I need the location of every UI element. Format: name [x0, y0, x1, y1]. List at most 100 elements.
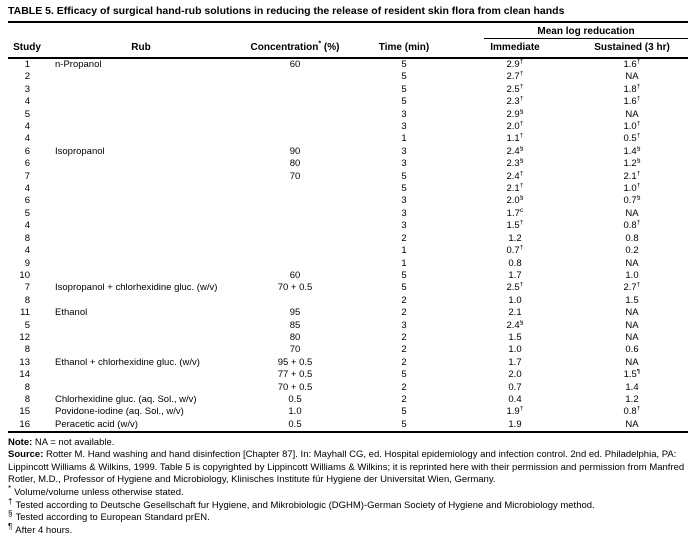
cell-concentration	[236, 258, 354, 270]
cell-study: 6	[24, 145, 30, 157]
note-text: NA = not available.	[34, 437, 115, 449]
cell-sustained: NA	[625, 331, 639, 343]
cell-sustained: 0.8†	[623, 406, 641, 418]
cell-sustained: 0.8	[625, 232, 639, 244]
cell-sustained: 2.1†	[623, 170, 641, 182]
cell-study: 8	[24, 393, 30, 405]
table-row: 2 5 2.7† NA	[8, 71, 688, 83]
cell-rub: Isopropanol	[55, 145, 105, 157]
cell-sustained: 1.0†	[623, 183, 641, 195]
cell-study: 4	[24, 220, 30, 232]
cell-immediate: 2.5†	[506, 83, 524, 95]
cell-immediate: 2.4§	[506, 145, 524, 157]
cell-study: 4	[24, 121, 30, 133]
cell-study: 4	[24, 133, 30, 145]
cell-concentration: 70	[289, 170, 301, 182]
table-row: 9 1 0.8 NA	[8, 258, 688, 270]
cell-concentration: 77 + 0.5	[277, 369, 313, 381]
footnote-text: Tested according to Deutsche Gesellschaf…	[15, 499, 595, 511]
cell-rub	[46, 71, 236, 83]
cell-immediate: 0.7†	[506, 245, 524, 257]
table-row: 4 5 2.1† 1.0†	[8, 183, 688, 195]
footnote-marker: §	[519, 108, 524, 115]
table-row: 8 70 + 0.5 2 0.7 1.4	[8, 382, 688, 394]
cell-study: 5	[24, 108, 30, 120]
cell-rub: Ethanol + chlorhexidine gluc. (w/v)	[55, 356, 200, 368]
cell-concentration: 70 + 0.5	[277, 381, 313, 393]
cell-immediate: 2.0§	[506, 195, 524, 207]
column-header-immediate: Immediate	[454, 39, 576, 59]
cell-immediate: 2.0†	[506, 121, 524, 133]
table-footer: Note: NA = not available. Source: Rotter…	[8, 433, 688, 537]
footnote-marker: §	[636, 158, 641, 165]
footnote-marker: †	[636, 220, 641, 227]
cell-concentration: 95 + 0.5	[277, 356, 313, 368]
cell-sustained: 0.8†	[623, 220, 641, 232]
table-row: 4 3 1.5† 0.8†	[8, 220, 688, 232]
source-label: Source:	[8, 449, 44, 461]
table-row: 3 5 2.5† 1.8†	[8, 84, 688, 96]
cell-sustained: 1.5¶	[623, 369, 641, 381]
cell-time: 3	[401, 319, 407, 331]
cell-immediate: 2.3†	[506, 96, 524, 108]
table-row: 6 3 2.0§ 0.7§	[8, 195, 688, 207]
note-line: Note: NA = not available.	[8, 437, 688, 449]
cell-sustained: NA	[625, 319, 639, 331]
table-row: 15 Povidone-iodine (aq. Sol., w/v) 1.0 5 1.9…	[8, 406, 688, 418]
cell-sustained: NA	[625, 418, 639, 430]
cell-immediate: 1.1†	[506, 133, 524, 145]
table-row: 12 80 2 1.5 NA	[8, 332, 688, 344]
cell-rub	[46, 84, 236, 96]
cell-time: 5	[401, 369, 407, 381]
footnote-marker: ¶	[636, 369, 641, 375]
group-header-row: Mean log reducation	[8, 22, 689, 39]
footnote-marker: §	[636, 195, 641, 202]
cell-rub	[46, 220, 236, 232]
table-row: 4 1 0.7† 0.2	[8, 245, 688, 257]
footnote-section: § Tested according to European Standard p…	[8, 509, 688, 524]
table-row: 11 Ethanol 95 2 2.1 NA	[8, 307, 688, 319]
cell-rub	[46, 344, 236, 356]
table-header: Mean log reducation Study Rub Concentrat…	[8, 22, 689, 59]
cell-sustained: 0.6	[625, 344, 639, 356]
cell-rub	[46, 109, 236, 121]
table-row: 10 60 5 1.7 1.0	[8, 270, 688, 282]
cell-rub	[46, 295, 236, 307]
footnote-marker: §	[519, 319, 524, 326]
cell-sustained: 0.5†	[623, 133, 641, 145]
cell-rub: Ethanol	[55, 307, 88, 319]
cell-time: 3	[401, 158, 407, 170]
cell-study: 6	[24, 195, 30, 207]
cell-time: 3	[401, 195, 407, 207]
cell-time: 3	[401, 145, 407, 157]
cell-concentration	[236, 84, 354, 96]
cell-immediate: 1.0	[508, 344, 522, 356]
footnote-marker: ¶	[8, 522, 13, 532]
cell-rub	[46, 382, 236, 394]
cell-rub: Chlorhexidine gluc. (aq. Sol., w/v)	[55, 393, 197, 405]
cell-immediate: 2.0	[508, 369, 522, 381]
cell-sustained: 1.2	[625, 393, 639, 405]
cell-sustained: 1.4§	[623, 145, 641, 157]
footnote-marker: †	[519, 406, 524, 413]
cell-rub: Isopropanol + chlorhexidine gluc. (w/v)	[55, 282, 218, 294]
cell-rub: n-Propanol	[55, 59, 102, 70]
cell-time: 1	[401, 257, 407, 269]
cell-sustained: 2.7†	[623, 282, 641, 294]
cell-immediate: 1.7c	[506, 207, 524, 219]
cell-study: 10	[19, 269, 30, 281]
cell-time: 5	[401, 418, 407, 430]
cell-sustained: 1.4	[625, 381, 639, 393]
cell-immediate: 1.7	[508, 269, 522, 281]
cell-concentration: 60	[289, 59, 301, 70]
column-header-concentration: Concentration* (%)	[236, 38, 354, 59]
cell-immediate: 1.2	[508, 232, 522, 244]
concentration-footnote-marker: *	[318, 38, 322, 48]
cell-immediate: 2.3§	[506, 158, 524, 170]
cell-study: 8	[24, 381, 30, 393]
cell-study: 6	[24, 158, 30, 170]
footnote-marker: §	[8, 509, 13, 519]
footnote-marker: †	[636, 133, 641, 140]
cell-rub	[46, 233, 236, 245]
group-header-label: Mean log reducation	[484, 24, 689, 39]
